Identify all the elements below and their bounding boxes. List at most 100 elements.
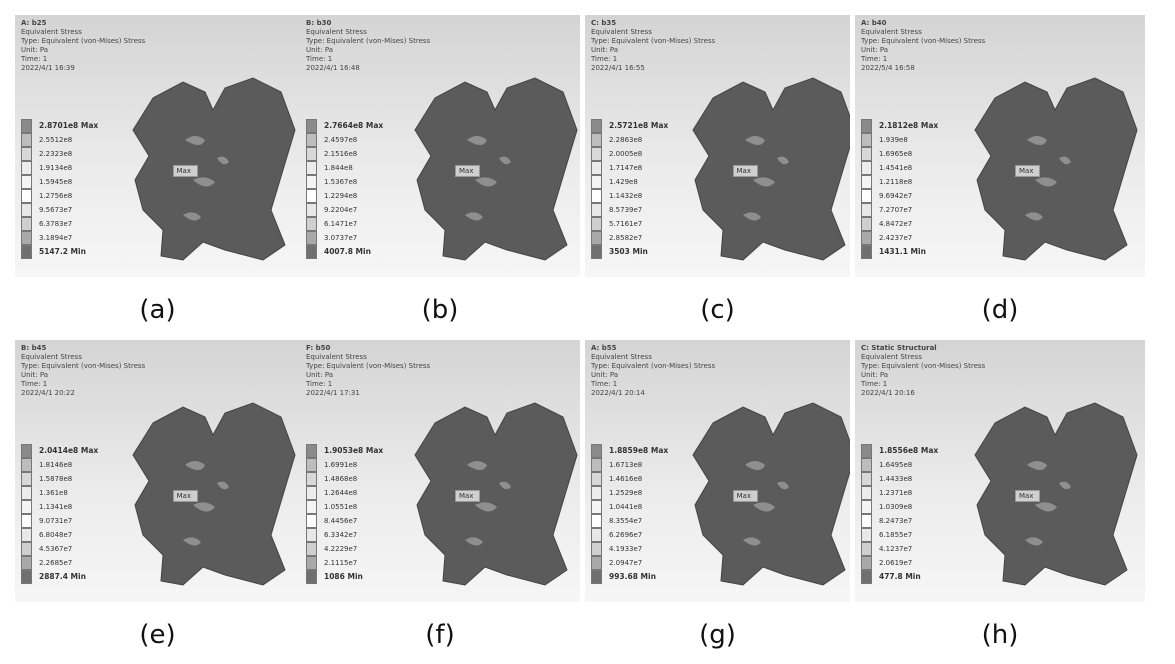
legend-label: 1.4433e8 bbox=[879, 475, 913, 483]
header-line: Unit: Pa bbox=[591, 371, 619, 379]
result-panel: C: Static Structural Equivalent Stress Typ… bbox=[855, 340, 1145, 602]
header-line: A: b25 bbox=[21, 19, 47, 27]
legend-row: 1.1341e8 bbox=[21, 500, 98, 514]
panel-header: B: b45 Equivalent Stress Type: Equivalent … bbox=[21, 344, 145, 398]
header-line: Type: Equivalent (von-Mises) Stress bbox=[306, 362, 431, 370]
legend: 1.8859e8 Max 1.6713e8 1.4616e8 1.2529e8 1.04… bbox=[591, 444, 668, 584]
legend-label: 1.8146e8 bbox=[39, 461, 73, 469]
header-line: Unit: Pa bbox=[591, 46, 619, 54]
legend-swatch bbox=[591, 175, 602, 189]
legend-row: 1.844e8 bbox=[306, 161, 383, 175]
legend-label: 1.2756e8 bbox=[39, 192, 73, 200]
legend-label: 2.1812e8 Max bbox=[879, 121, 939, 130]
legend-row: 1.939e8 bbox=[861, 133, 938, 147]
legend-row: 2.5512e8 bbox=[21, 133, 98, 147]
result-panel: A: b40 Equivalent Stress Type: Equivalent … bbox=[855, 15, 1145, 277]
legend-row: 9.5673e7 bbox=[21, 203, 98, 217]
legend-label: 2887.4 Min bbox=[39, 572, 86, 581]
legend-row: 1.1432e8 bbox=[591, 189, 668, 203]
legend-swatch bbox=[861, 458, 872, 472]
legend-label: 2.2863e8 bbox=[609, 136, 643, 144]
header-line: Time: 1 bbox=[306, 380, 333, 388]
legend: 2.8701e8 Max 2.5512e8 2.2323e8 1.9134e8 1.59… bbox=[21, 119, 98, 259]
header-line: Time: 1 bbox=[306, 55, 333, 63]
header-line: Unit: Pa bbox=[21, 371, 49, 379]
legend-row: 1.5367e8 bbox=[306, 175, 383, 189]
header-line: Time: 1 bbox=[591, 55, 618, 63]
legend-row: 9.2204e7 bbox=[306, 203, 383, 217]
legend-label: 4.2229e7 bbox=[324, 545, 358, 553]
legend-swatch bbox=[21, 189, 32, 203]
legend-label: 5147.2 Min bbox=[39, 247, 86, 256]
legend-swatch bbox=[306, 231, 317, 245]
legend-swatch bbox=[21, 231, 32, 245]
legend-label: 1.939e8 bbox=[879, 136, 908, 144]
legend-row: 2.0947e7 bbox=[591, 556, 668, 570]
model-shape bbox=[692, 402, 850, 586]
legend-label: 7.2707e7 bbox=[879, 206, 913, 214]
legend-label: 1.6495e8 bbox=[879, 461, 913, 469]
legend-label: 6.8048e7 bbox=[39, 531, 73, 539]
legend-row: 6.3342e7 bbox=[306, 528, 383, 542]
legend-swatch bbox=[591, 245, 602, 259]
legend-label: 2.4237e7 bbox=[879, 234, 913, 242]
header-line: C: Static Structural bbox=[861, 344, 937, 352]
legend-swatch bbox=[21, 245, 32, 259]
probe-label: Max bbox=[732, 490, 758, 502]
legend-row: 5147.2 Min bbox=[21, 245, 98, 259]
legend-swatch bbox=[306, 119, 317, 133]
legend-label: 1.2644e8 bbox=[324, 489, 358, 497]
legend-row: 1.0551e8 bbox=[306, 500, 383, 514]
legend-swatch bbox=[591, 472, 602, 486]
probe-label: Max bbox=[455, 165, 481, 177]
legend-swatch bbox=[591, 203, 602, 217]
header-line: Equivalent Stress bbox=[591, 353, 652, 361]
header-line: 2022/4/1 16:55 bbox=[591, 64, 645, 72]
legend-label: 1.6713e8 bbox=[609, 461, 643, 469]
legend-swatch bbox=[21, 500, 32, 514]
legend-swatch bbox=[21, 203, 32, 217]
legend-swatch bbox=[21, 472, 32, 486]
panel-header: A: b40 Equivalent Stress Type: Equivalent … bbox=[861, 19, 985, 73]
model-shape bbox=[132, 402, 295, 586]
legend-label: 2.0619e7 bbox=[879, 559, 913, 567]
header-line: F: b50 bbox=[306, 344, 331, 352]
panel-header: A: b25 Equivalent Stress Type: Equivalent … bbox=[21, 19, 145, 73]
legend-swatch bbox=[21, 444, 32, 458]
legend-label: 6.1855e7 bbox=[879, 531, 913, 539]
legend-swatch bbox=[591, 161, 602, 175]
legend-row: 4.2229e7 bbox=[306, 542, 383, 556]
legend-row: 4007.8 Min bbox=[306, 245, 383, 259]
legend-label: 2.5721e8 Max bbox=[609, 121, 669, 130]
legend-row: 5.7161e7 bbox=[591, 217, 668, 231]
legend-label: 9.0731e7 bbox=[39, 517, 73, 525]
legend-row: 3.1894e7 bbox=[21, 231, 98, 245]
legend-swatch bbox=[21, 486, 32, 500]
header-line: Time: 1 bbox=[861, 55, 888, 63]
legend-swatch bbox=[21, 570, 32, 584]
caption: (b) bbox=[421, 295, 459, 325]
legend-swatch bbox=[306, 444, 317, 458]
header-line: C: b35 bbox=[591, 19, 617, 27]
header-line: B: b30 bbox=[306, 19, 332, 27]
legend-row: 8.3554e7 bbox=[591, 514, 668, 528]
legend-row: 3503 Min bbox=[591, 245, 668, 259]
legend: 2.7664e8 Max 2.4597e8 2.1516e8 1.844e8 1.536… bbox=[306, 119, 383, 259]
legend-row: 1.4433e8 bbox=[861, 472, 938, 486]
legend-label: 2.0947e7 bbox=[609, 559, 643, 567]
model-shape bbox=[974, 402, 1138, 586]
legend-row: 1.2118e8 bbox=[861, 175, 938, 189]
legend-row: 1.8859e8 Max bbox=[591, 444, 668, 458]
legend-swatch bbox=[861, 203, 872, 217]
legend-row: 1.2756e8 bbox=[21, 189, 98, 203]
legend-label: 1.5945e8 bbox=[39, 178, 73, 186]
header-line: Time: 1 bbox=[861, 380, 888, 388]
legend-swatch bbox=[21, 175, 32, 189]
legend-swatch bbox=[21, 458, 32, 472]
legend-row: 1.5945e8 bbox=[21, 175, 98, 189]
legend-row: 2.4237e7 bbox=[861, 231, 938, 245]
header-line: Type: Equivalent (von-Mises) Stress bbox=[306, 37, 431, 45]
legend-swatch bbox=[591, 486, 602, 500]
header-line: Type: Equivalent (von-Mises) Stress bbox=[21, 37, 146, 45]
